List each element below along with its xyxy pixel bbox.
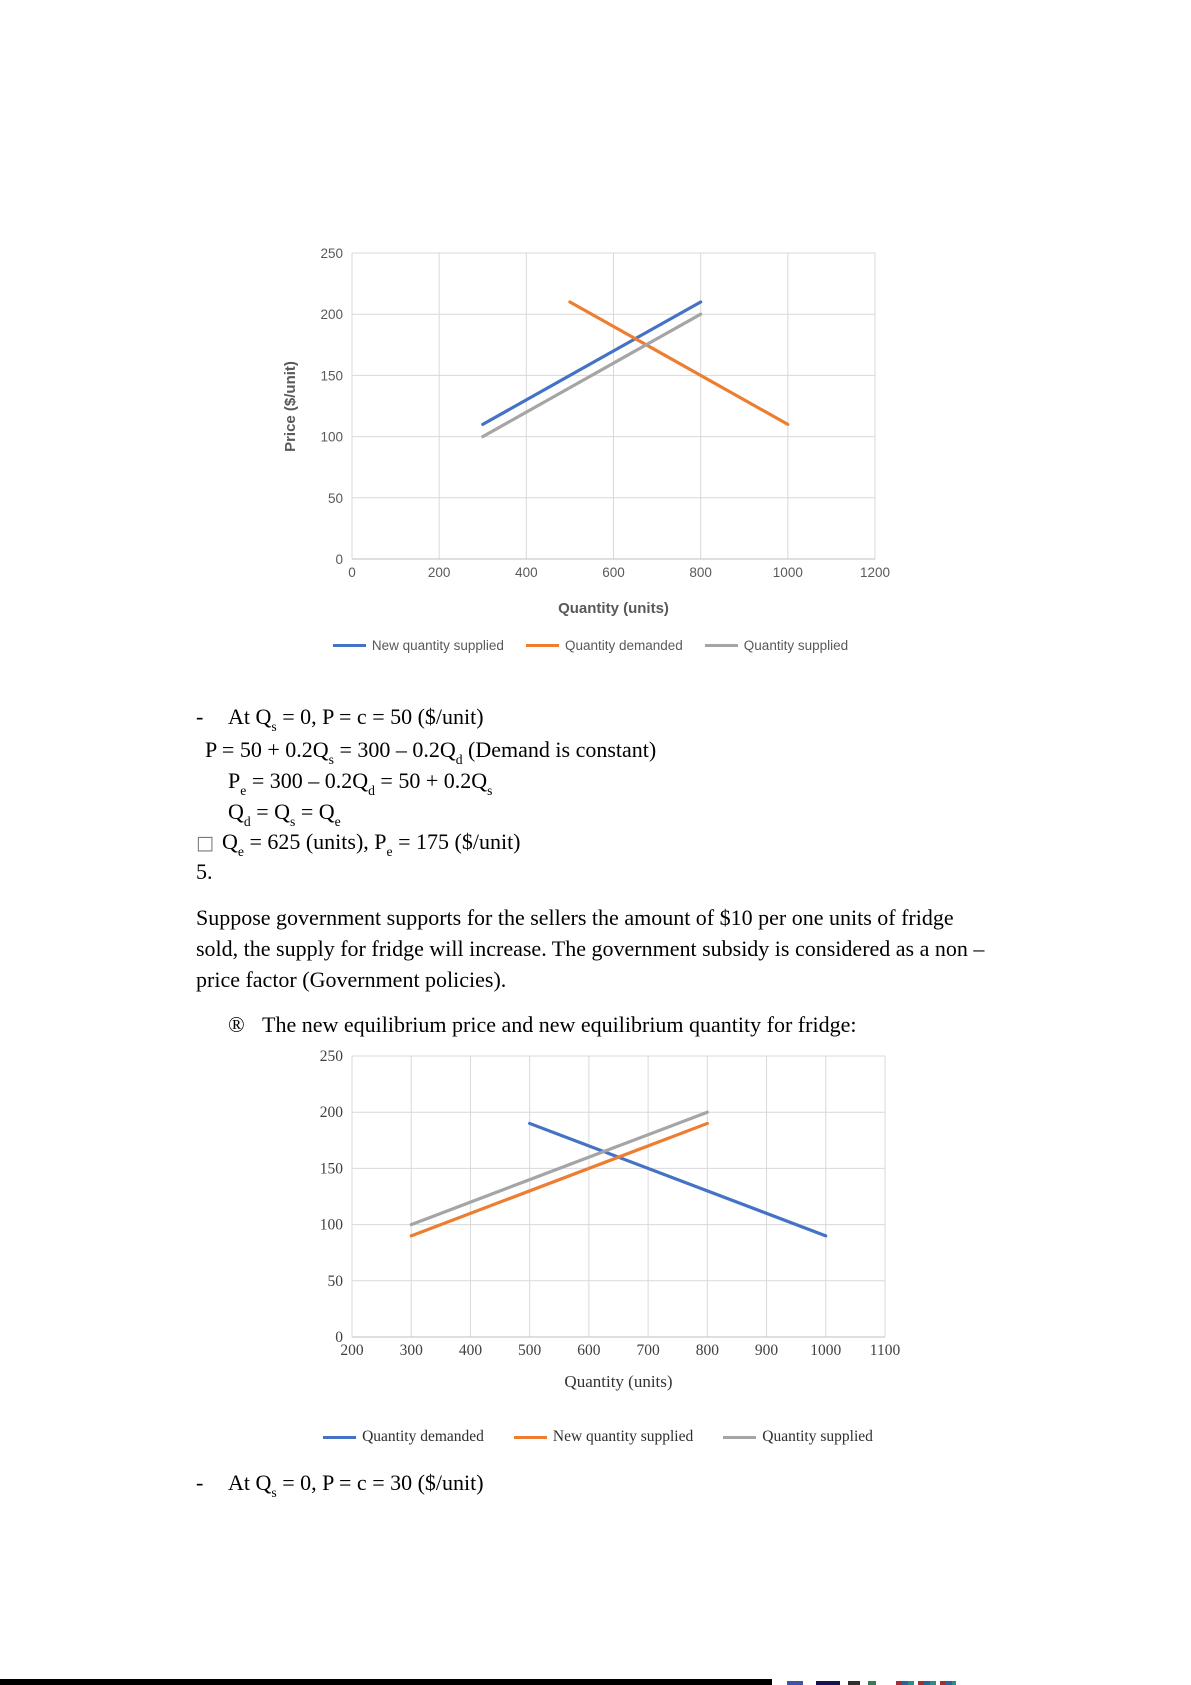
dash-bullet: - [196,704,204,729]
equation-line-5: □ Qe = 625 (units), Pe = 175 ($/unit) [196,829,521,860]
y-axis-title: Price ($/unit) [281,360,299,452]
footer-fragment [848,1681,860,1685]
svg-text:0: 0 [348,565,356,580]
svg-text:250: 250 [320,1048,344,1065]
svg-text:50: 50 [328,491,343,506]
svg-text:200: 200 [428,565,451,580]
legend-label: Quantity supplied [762,1428,873,1445]
svg-text:100: 100 [320,430,343,445]
x-axis-title: Quantity (units) [558,600,669,617]
legend-swatch [525,644,559,647]
legend-item: Quantity supplied [704,638,849,653]
paragraph-line: price factor (Government policies). [196,967,507,992]
svg-text:150: 150 [320,1160,344,1177]
legend-item: Quantity supplied [723,1428,873,1446]
footer-fragment [896,1681,956,1685]
equation-line-2: P = 50 + 0.2Qs = 300 – 0.2Qd (Demand is … [205,737,657,768]
svg-text:0: 0 [335,1329,343,1346]
legend-label: New quantity supplied [371,638,504,653]
legend-label: Quantity demanded [362,1428,484,1445]
legend-label: Quantity demanded [564,638,683,653]
paragraph: Suppose government supports for the sell… [196,902,1006,995]
footer-fragment [787,1681,803,1685]
svg-text:800: 800 [689,565,712,580]
chart-1-plot: 0 200 400 600 800 1000 1200 0 50 100 150 200 250 [320,246,890,580]
svg-text:50: 50 [328,1273,344,1290]
svg-text:400: 400 [515,565,538,580]
svg-text:200: 200 [320,307,343,322]
legend-item: New quantity supplied [513,1428,694,1446]
svg-text:1200: 1200 [860,565,890,580]
legend-item: Quantity demanded [323,1428,484,1446]
paragraph-line: sold, the supply for fridge will increas… [196,936,985,961]
legend-swatch [723,1435,757,1439]
equation-line-3: Pe = 300 – 0.2Qd = 50 + 0.2Qs [228,768,493,799]
legend-swatch [323,1435,357,1439]
legend-label: Quantity supplied [743,638,849,653]
box-glyph: □ [196,832,214,854]
footer-bar [0,1679,772,1685]
chart-1-new-supply: 0 200 400 600 800 1000 1200 0 50 100 150 200 250 Pri… [268,238,913,673]
svg-text:100: 100 [320,1217,344,1234]
svg-text:600: 600 [577,1342,601,1359]
x-axis-title: Quantity (units) [564,1372,673,1391]
svg-text:250: 250 [320,246,343,261]
svg-text:1100: 1100 [870,1342,901,1359]
dash-bullet: - [196,1470,204,1495]
section-number: 5. [196,859,213,884]
paragraph-line: Suppose government supports for the sell… [196,905,954,930]
chart-2-new-equilibrium: 200 300 400 500 600 700 800 900 1000 1100 0 50 100 15… [268,1040,928,1460]
equation-line-4: Qd = Qs = Qe [228,799,341,830]
svg-text:0: 0 [335,552,343,567]
legend-swatch [704,644,738,647]
svg-text:200: 200 [320,1104,344,1121]
svg-text:600: 600 [602,565,625,580]
footer-fragment [816,1681,840,1685]
svg-text:200: 200 [340,1342,364,1359]
legend-label: New quantity supplied [552,1428,694,1445]
svg-text:800: 800 [696,1342,720,1359]
legend: New quantity supplied Quantity demanded … [268,638,913,653]
chart-2-plot: 200 300 400 500 600 700 800 900 1000 1100 0 50 100 15… [320,1048,901,1359]
svg-text:300: 300 [400,1342,424,1359]
legend-swatch [513,1435,547,1439]
arrow-line: ® The new equilibrium price and new equil… [228,1010,856,1040]
svg-text:900: 900 [755,1342,779,1359]
svg-text:700: 700 [636,1342,660,1359]
svg-text:150: 150 [320,368,343,383]
legend-item: Quantity demanded [525,638,683,653]
svg-text:1000: 1000 [773,565,803,580]
equation-line-1: - At Qs = 0, P = c = 50 ($/unit) [196,704,484,735]
legend: Quantity demanded New quantity supplied … [268,1428,928,1446]
footer-fragment [868,1681,876,1685]
svg-text:1000: 1000 [810,1342,841,1359]
legend-swatch [332,644,366,647]
svg-text:400: 400 [459,1342,483,1359]
registered-glyph: ® [228,1012,245,1037]
equation-line-last: - At Qs = 0, P = c = 30 ($/unit) [196,1470,484,1501]
svg-text:500: 500 [518,1342,542,1359]
legend-item: New quantity supplied [332,638,504,653]
